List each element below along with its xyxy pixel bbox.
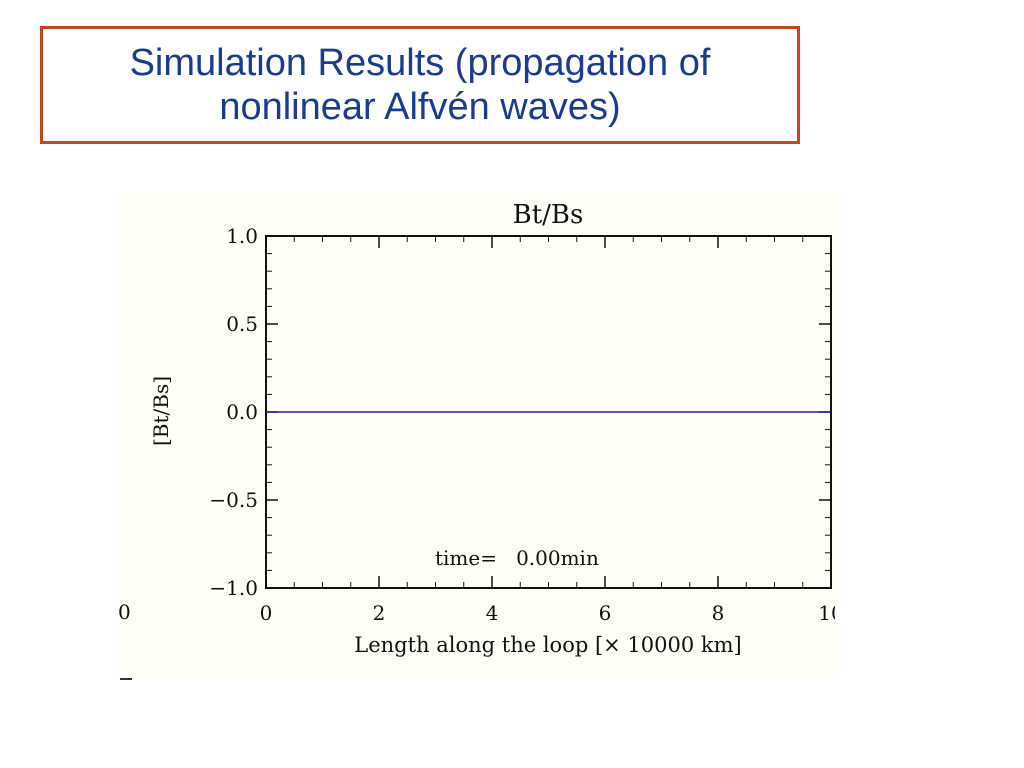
time-annotation: time= 0.00min bbox=[435, 546, 599, 570]
chart-svg: Bt/Bs [Bt/Bs] Length along the loop [× 1… bbox=[118, 200, 844, 680]
x-tick-label: 2 bbox=[373, 601, 386, 625]
x-axis-label: Length along the loop [× 10000 km] bbox=[354, 633, 741, 657]
y-tick-label: −1.0 bbox=[209, 576, 258, 600]
clipped-left-label: 0 bbox=[118, 600, 131, 624]
x-tick-label: 8 bbox=[712, 601, 725, 625]
slide-title-line-2: nonlinear Alfvén waves) bbox=[219, 86, 621, 128]
y-tick-label: −0.5 bbox=[209, 488, 258, 512]
x-tick-label: 4 bbox=[486, 601, 499, 625]
y-axis-label: [Bt/Bs] bbox=[149, 376, 173, 446]
slide-title-line-1: Simulation Results (propagation of bbox=[129, 42, 711, 84]
y-tick-label: 0.5 bbox=[226, 312, 258, 336]
plot-panel: Bt/Bs [Bt/Bs] Length along the loop [× 1… bbox=[118, 193, 844, 680]
chart-title: Bt/Bs bbox=[513, 200, 584, 230]
y-tick-label: 0.0 bbox=[226, 400, 258, 424]
slide-title-box: Simulation Results (propagation of nonli… bbox=[40, 26, 800, 144]
x-tick-label: 10 bbox=[818, 601, 835, 625]
left-mark bbox=[120, 678, 132, 680]
y-tick-label: 1.0 bbox=[226, 224, 258, 248]
x-tick-label: 0 bbox=[260, 601, 273, 625]
x-tick-label: 6 bbox=[599, 601, 612, 625]
